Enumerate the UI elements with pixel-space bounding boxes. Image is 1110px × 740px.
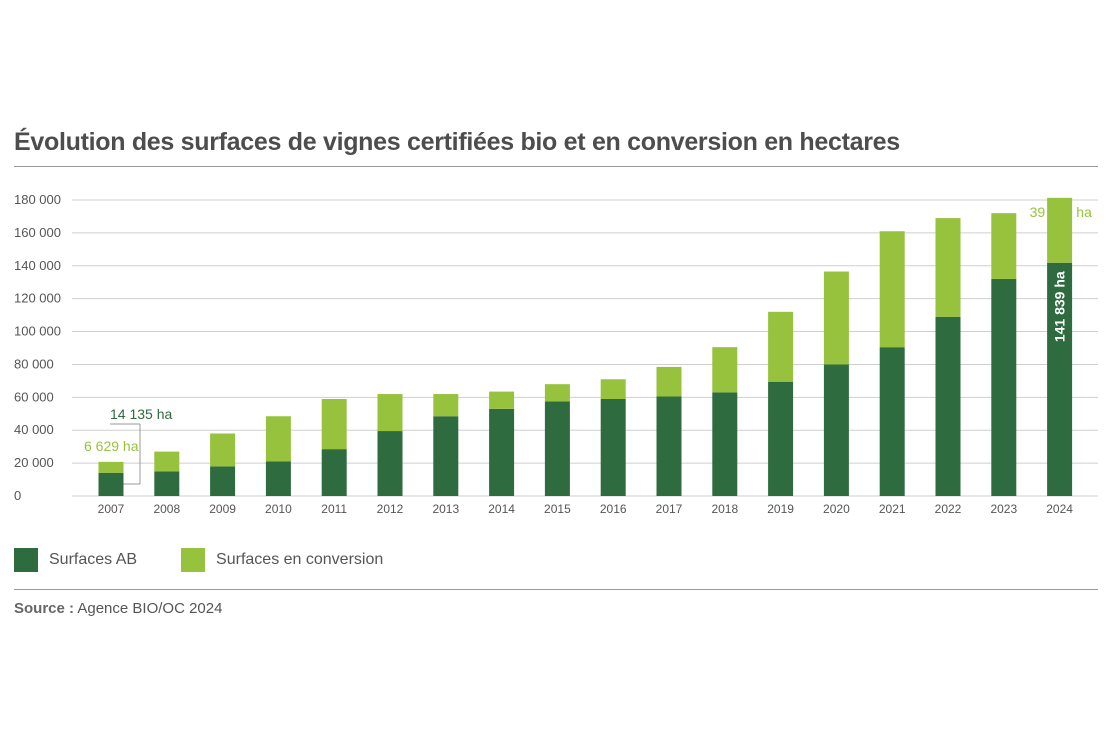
- x-tick-label: 2016: [600, 502, 627, 516]
- bar-conversion: [935, 218, 961, 317]
- x-tick-label: 2019: [767, 502, 794, 516]
- bar-conversion: [600, 379, 626, 399]
- bar-ab: [265, 461, 291, 496]
- legend-swatch-ab: [14, 548, 38, 572]
- x-tick-label: 2024: [1046, 502, 1073, 516]
- y-tick-label: 140 000: [14, 258, 61, 273]
- bar-conversion: [768, 311, 794, 382]
- bar-conversion: [265, 416, 291, 462]
- x-tick-label: 2020: [823, 502, 850, 516]
- x-tick-label: 2018: [711, 502, 738, 516]
- title-divider: [14, 166, 1098, 167]
- bar-ab: [377, 431, 403, 496]
- y-tick-label: 160 000: [14, 225, 61, 240]
- y-tick-label: 100 000: [14, 324, 61, 339]
- bar-ab: [1047, 262, 1073, 496]
- x-tick-label: 2008: [153, 502, 180, 516]
- x-tick-label: 2007: [98, 502, 125, 516]
- bar-ab: [210, 466, 236, 496]
- annotation-ab-2024: 141 839 ha: [1052, 271, 1068, 342]
- x-tick-label: 2013: [432, 502, 459, 516]
- bar-ab: [768, 381, 794, 496]
- bar-conversion: [433, 394, 459, 417]
- legend-item-conversion: Surfaces en conversion: [181, 548, 383, 572]
- bar-conversion: [154, 451, 180, 472]
- y-tick-label: 40 000: [14, 422, 54, 437]
- y-tick-label: 20 000: [14, 455, 54, 470]
- source-label: Source :: [14, 600, 75, 617]
- x-tick-label: 2012: [377, 502, 404, 516]
- chart-title: Évolution des surfaces de vignes certifi…: [14, 128, 900, 156]
- y-tick-label: 180 000: [14, 192, 61, 207]
- legend: Surfaces AB Surfaces en conversion: [14, 548, 427, 572]
- x-tick-label: 2010: [265, 502, 292, 516]
- y-tick-label: 80 000: [14, 356, 54, 371]
- source-text: Agence BIO/OC 2024: [77, 600, 223, 617]
- bar-ab: [991, 278, 1017, 496]
- bar-conversion: [98, 461, 124, 473]
- x-tick-label: 2021: [879, 502, 906, 516]
- x-tick-label: 2015: [544, 502, 571, 516]
- bar-conversion: [321, 398, 347, 450]
- bar-ab: [712, 392, 738, 496]
- legend-label-conversion: Surfaces en conversion: [216, 551, 384, 568]
- stacked-bar-chart: 0 20 000 40 000 60 000 80 000 100 000 120 000 1…: [14, 192, 1098, 516]
- x-tick-label: 2011: [321, 502, 347, 516]
- y-tick-label: 0: [14, 488, 21, 503]
- x-tick-label: 2017: [656, 502, 683, 516]
- bar-conversion: [489, 391, 515, 409]
- annotation-conversion-2024: 39 475 ha: [1030, 204, 1092, 220]
- bar-conversion: [377, 394, 403, 432]
- bar-ab: [600, 398, 626, 496]
- bar-conversion: [991, 213, 1017, 279]
- annotation-ab-2007: 14 135 ha: [110, 406, 172, 422]
- bar-ab: [935, 316, 961, 496]
- bar-conversion: [656, 366, 682, 397]
- bar-ab: [823, 364, 849, 496]
- legend-label-ab: Surfaces AB: [49, 551, 138, 568]
- legend-item-ab: Surfaces AB: [14, 548, 137, 572]
- bar-ab: [544, 401, 570, 496]
- bar-conversion: [210, 433, 236, 467]
- bar-conversion: [823, 271, 849, 365]
- bar-ab: [98, 472, 124, 496]
- x-tick-label: 2009: [209, 502, 236, 516]
- bar-ab: [656, 396, 682, 496]
- bar-conversion: [544, 384, 570, 402]
- x-tick-label: 2023: [990, 502, 1017, 516]
- footer-divider: [14, 589, 1098, 590]
- source-note: Source : Agence BIO/OC 2024: [14, 600, 222, 617]
- bar-ab: [321, 449, 347, 496]
- bar-ab: [489, 408, 515, 496]
- bar-conversion: [1047, 197, 1073, 263]
- y-tick-label: 120 000: [14, 291, 61, 306]
- x-tick-label: 2022: [935, 502, 962, 516]
- bar-ab: [154, 471, 180, 496]
- bar-conversion: [879, 231, 905, 348]
- bar-ab: [433, 416, 459, 496]
- x-tick-label: 2014: [488, 502, 515, 516]
- y-tick-label: 60 000: [14, 389, 54, 404]
- bar-ab: [879, 347, 905, 496]
- legend-swatch-conversion: [181, 548, 206, 572]
- annotation-conversion-2007: 6 629 ha: [84, 438, 139, 454]
- bar-conversion: [712, 347, 738, 393]
